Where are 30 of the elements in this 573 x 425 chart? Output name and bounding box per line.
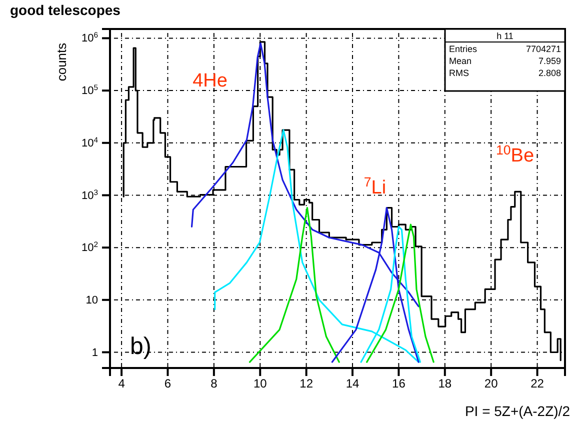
line-series [248, 207, 340, 363]
x-tick-label: 18 [438, 376, 452, 391]
text: Entries 7704271 [449, 44, 561, 54]
y-tick-label: 10$^{5}$ [81, 82, 98, 98]
y-tick-label: 10$^{4}$ [81, 134, 99, 150]
x-tick-label: 8 [210, 376, 218, 391]
annotation: h 11 [496, 31, 514, 41]
x-axis-title: PI = 5Z+(A-2Z)/2 [464, 403, 570, 419]
x-tick-label: 20 [484, 376, 498, 391]
x-tick-label: 12 [300, 376, 314, 391]
x-tick-label: 6 [164, 376, 172, 391]
y-tick-label: 10$^{3}$ [81, 187, 98, 202]
x-tick-label: 10 [253, 376, 268, 391]
y-tick-label: 10$^{6}$ [81, 30, 98, 45]
annotation: $^{10}$Be [496, 142, 534, 167]
line-series [366, 224, 434, 363]
text: Mean 7.959 [449, 56, 561, 66]
y-axis-title: counts [54, 42, 69, 82]
x-tick-label: 14 [346, 376, 360, 391]
y-tick-label: 1 [92, 346, 98, 359]
annotation: $^{7}$Li [364, 174, 386, 199]
annotation: b) [130, 333, 152, 360]
x-tick-label: 4 [118, 376, 126, 391]
x-tick-label: 22 [530, 376, 544, 391]
y-tick-label: 10 [86, 294, 98, 306]
annotation: 4He [192, 70, 228, 92]
x-tick-label: 16 [392, 376, 406, 391]
chart-title: good telescopes [10, 2, 121, 18]
y-tick-label: 10$^{2}$ [81, 240, 98, 254]
text: RMS 2.808 [449, 68, 561, 78]
